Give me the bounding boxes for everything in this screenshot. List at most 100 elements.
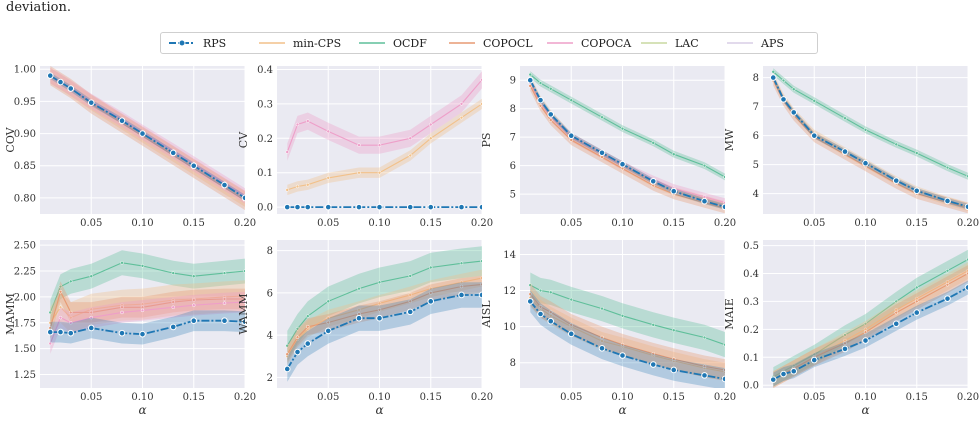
point-rps xyxy=(721,203,725,211)
point-rps xyxy=(355,203,363,211)
legend-item-aps: APS xyxy=(727,37,784,50)
point-rps xyxy=(598,344,606,352)
point-copoca xyxy=(58,315,63,320)
point-ocdf xyxy=(429,265,433,270)
legend: RPS min-CPS OCDF COPOCL COPOCA LAC APS xyxy=(160,32,818,54)
point-rps xyxy=(598,149,606,157)
point-copocl xyxy=(620,342,625,347)
point-rps xyxy=(406,308,414,316)
point-ocdf xyxy=(377,280,382,285)
point-copocl xyxy=(222,297,227,301)
y-tick-label: 0.4 xyxy=(257,65,273,76)
point-rps xyxy=(46,72,54,79)
point-rps xyxy=(964,284,968,291)
point-copocl xyxy=(459,284,464,289)
point-min-cps xyxy=(429,286,433,291)
line-ocdf xyxy=(286,260,482,346)
point-ocdf xyxy=(459,261,464,266)
point-copoca xyxy=(357,143,361,147)
point-rps xyxy=(547,317,555,325)
point-copoca xyxy=(171,305,175,310)
point-rps xyxy=(841,345,849,353)
band-min-cps xyxy=(530,288,725,381)
point-rps xyxy=(862,159,869,167)
point-ocdf xyxy=(966,257,968,262)
band-ocdf xyxy=(287,246,482,361)
point-copoca xyxy=(408,136,412,141)
point-rps xyxy=(57,78,64,86)
y-tick-label: 10 xyxy=(503,322,516,333)
y-tick-label: 9 xyxy=(510,76,516,87)
point-rps xyxy=(478,203,482,211)
point-ocdf xyxy=(600,306,604,311)
x-tick-label: 0.15 xyxy=(906,392,928,403)
y-tick-label: 0.3 xyxy=(743,297,759,308)
x-tick-label: 0.05 xyxy=(80,218,102,229)
x-tick-label: 0.20 xyxy=(471,392,493,403)
series-group xyxy=(46,66,245,211)
panel-ps: 0.05 0.10 0.15 0.20 5 6 7 8 9 PS xyxy=(480,66,736,229)
point-rps xyxy=(67,85,75,92)
point-ocdf xyxy=(672,328,676,332)
band-copocl xyxy=(287,275,482,363)
x-tick-label: 0.20 xyxy=(957,218,979,229)
point-min-cps xyxy=(285,188,289,192)
point-ocdf xyxy=(894,142,898,147)
point-min-cps xyxy=(408,153,412,158)
point-copocl xyxy=(651,351,655,356)
y-tick-label: 7 xyxy=(510,133,516,144)
point-copocl xyxy=(945,282,950,287)
point-copocl xyxy=(915,299,919,304)
point-min-cps xyxy=(69,315,73,320)
point-copocl xyxy=(702,364,707,369)
point-copocl xyxy=(894,310,898,315)
line-copocl xyxy=(772,80,968,209)
point-ocdf xyxy=(89,274,93,278)
band-copoca xyxy=(530,78,725,207)
y-tick-label: 0.2 xyxy=(743,325,759,336)
point-rps xyxy=(46,328,54,336)
band-min-cps xyxy=(287,269,482,365)
point-copoca xyxy=(192,303,196,307)
point-min-cps xyxy=(549,314,553,318)
line-copoca xyxy=(286,79,482,153)
point-copocl xyxy=(528,292,532,296)
y-tick-label: 12 xyxy=(503,286,516,297)
line-rps xyxy=(772,77,968,208)
y-tick-label: 0.90 xyxy=(14,129,36,140)
point-ocdf xyxy=(58,284,63,289)
point-rps xyxy=(964,203,968,211)
y-tick-label: 7 xyxy=(753,102,759,113)
x-tick-label: 0.10 xyxy=(131,392,153,403)
y-tick-label: 8 xyxy=(753,73,759,84)
y-tick-label: 1.50 xyxy=(14,344,36,355)
line-rps xyxy=(50,319,245,336)
legend-label: COPOCL xyxy=(483,37,533,50)
point-ocdf xyxy=(723,175,725,179)
x-tick-label: 0.15 xyxy=(663,392,685,403)
legend-marker xyxy=(178,39,186,47)
panel-cv: 0.05 0.10 0.15 0.200.00.10.20.30.4CV xyxy=(237,65,493,229)
point-rps xyxy=(913,187,921,195)
line-rps xyxy=(772,286,968,381)
point-min-cps xyxy=(377,301,382,306)
point-rps xyxy=(458,291,465,299)
band-copocl xyxy=(530,283,725,381)
line-copocl xyxy=(286,283,482,355)
band-ocdf xyxy=(530,272,725,358)
point-min-cps xyxy=(408,293,412,297)
band-rps xyxy=(773,280,968,387)
point-rps xyxy=(283,203,291,211)
y-axis-label: MAMM xyxy=(4,293,17,335)
point-rps xyxy=(376,314,383,322)
point-ocdf xyxy=(945,165,950,170)
point-ocdf xyxy=(48,310,52,315)
point-ocdf xyxy=(243,269,245,273)
point-copoca xyxy=(459,102,464,106)
legend-item-copoca: COPOCA xyxy=(547,37,632,50)
x-tick-label: 0.20 xyxy=(714,218,736,229)
point-rps xyxy=(547,111,555,118)
y-axis-label: COV xyxy=(4,126,17,152)
point-rps xyxy=(139,330,146,338)
point-copocl xyxy=(306,324,310,329)
